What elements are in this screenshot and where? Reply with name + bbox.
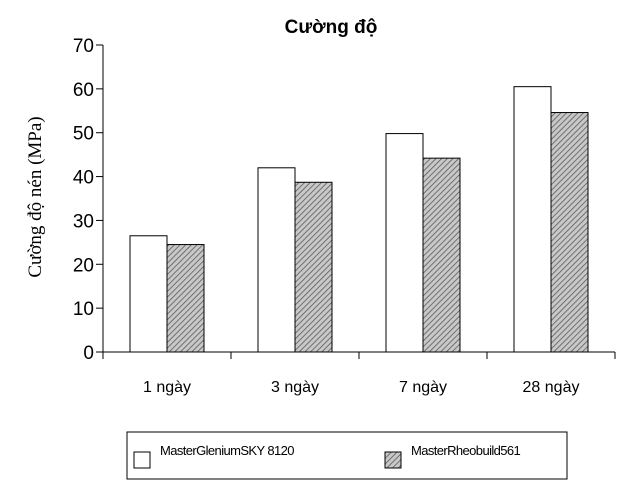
- legend-box: [126, 431, 568, 480]
- bar-series-1-4: [513, 86, 552, 353]
- x-tick-label: 3 ngày: [271, 379, 319, 396]
- y-tick-label: 10: [73, 299, 94, 320]
- legend-label-2: MasterRheobuild561: [411, 443, 521, 458]
- legend-label-1: MasterGleniumSKY 8120: [160, 443, 294, 458]
- x-tick-label: 7 ngày: [399, 379, 447, 396]
- legend-swatch-1: [133, 451, 151, 469]
- bar-series-2-2: [294, 181, 333, 353]
- chart-title: Cường độ: [285, 17, 378, 38]
- tick-labels: 0 10 20 30 40 50 60 70 1 ngày 3 ngày 7 ngày 28 ngày: [73, 36, 580, 396]
- bar-series-1-2: [257, 167, 296, 353]
- y-tick-label: 40: [73, 168, 94, 189]
- bar-series-2-1: [166, 244, 205, 353]
- y-tick-label: 60: [73, 80, 94, 101]
- bar-series-1-1: [129, 235, 168, 353]
- bar-series-1-3: [385, 133, 424, 353]
- x-tick-label: 28 ngày: [523, 379, 580, 396]
- legend-swatch-2: [384, 451, 402, 469]
- bars: [129, 86, 589, 353]
- y-tick-label: 30: [73, 211, 94, 232]
- y-tick-label: 70: [73, 36, 94, 57]
- x-tick-label: 1 ngày: [143, 379, 191, 396]
- bar-series-2-3: [422, 157, 461, 353]
- y-tick-label: 0: [83, 343, 94, 364]
- bar-series-2-4: [550, 112, 589, 353]
- y-tick-label: 20: [73, 255, 94, 276]
- y-tick-label: 50: [73, 124, 94, 145]
- y-axis-label: Cường độ nén (MPa): [25, 116, 46, 277]
